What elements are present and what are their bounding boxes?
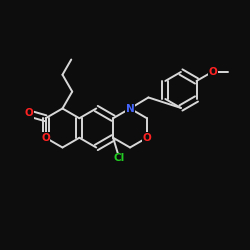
Text: O: O <box>208 66 217 76</box>
Text: O: O <box>41 133 50 143</box>
Text: N: N <box>126 104 134 114</box>
Text: Cl: Cl <box>114 153 125 163</box>
Text: O: O <box>24 108 33 118</box>
Text: O: O <box>142 133 151 143</box>
